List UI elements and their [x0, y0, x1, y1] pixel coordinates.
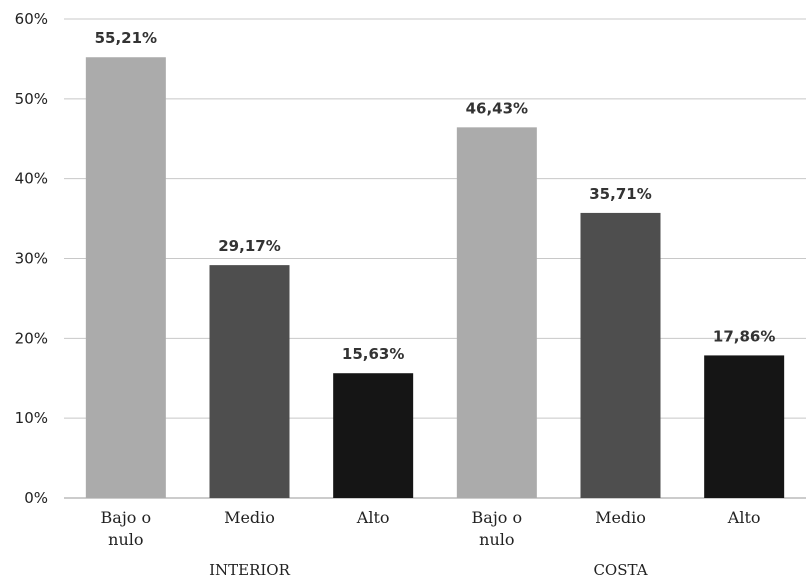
x-tick-label: Bajo o	[101, 508, 152, 527]
x-tick-label: Bajo o	[472, 508, 523, 527]
bar	[209, 265, 290, 498]
bar	[704, 355, 785, 498]
data-label: 35,71%	[589, 185, 651, 203]
x-tick-label: nulo	[479, 530, 514, 549]
bar	[580, 212, 661, 498]
data-label: 46,43%	[466, 99, 528, 117]
bar	[333, 373, 414, 498]
y-tick-label: 50%	[15, 90, 48, 108]
data-labels: 55,21% 29,17% 15,63% 46,43% 35,71% 17,86%	[95, 29, 776, 363]
x-tick-label: Alto	[727, 508, 761, 527]
x-tick-label: nulo	[108, 530, 143, 549]
data-label: 29,17%	[218, 237, 280, 255]
category-labels: Bajo o nulo Medio Alto Bajo o nulo Medio Alto	[101, 508, 761, 549]
y-tick-label: 20%	[15, 329, 48, 347]
y-tick-label: 10%	[15, 409, 48, 427]
y-tick-label: 40%	[15, 170, 48, 188]
x-tick-label: Medio	[595, 508, 646, 527]
group-label: COSTA	[593, 561, 647, 579]
bars	[85, 57, 785, 498]
data-label: 15,63%	[342, 345, 404, 363]
x-tick-label: Alto	[356, 508, 390, 527]
y-tick-label: 30%	[15, 250, 48, 268]
y-tick-label: 0%	[24, 489, 48, 507]
y-axis-ticks: 0% 10% 20% 30% 40% 50% 60%	[15, 10, 48, 507]
data-label: 55,21%	[95, 29, 157, 47]
group-labels: INTERIOR COSTA	[209, 561, 648, 579]
y-tick-label: 60%	[15, 10, 48, 28]
bar	[85, 57, 166, 498]
x-tick-label: Medio	[224, 508, 275, 527]
gridlines	[64, 18, 806, 499]
group-label: INTERIOR	[209, 561, 291, 579]
data-label: 17,86%	[713, 327, 775, 345]
bar	[456, 127, 537, 498]
